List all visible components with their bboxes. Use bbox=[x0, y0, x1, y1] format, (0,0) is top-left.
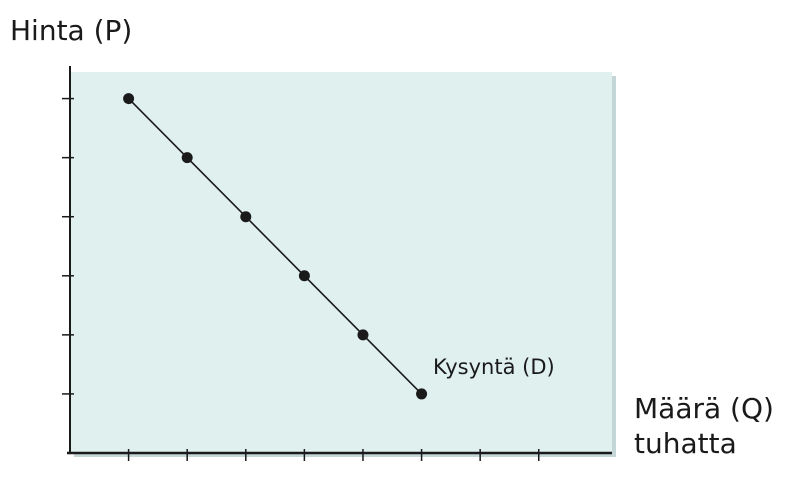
series-layer bbox=[123, 93, 428, 400]
axes bbox=[67, 66, 612, 455]
data-point-3 bbox=[240, 211, 252, 223]
y-axis-label: Hinta (P) bbox=[10, 14, 132, 47]
data-point-1 bbox=[123, 93, 135, 105]
x-axis-unit-label: tuhatta bbox=[634, 427, 737, 460]
data-point-2 bbox=[181, 152, 193, 164]
data-point-5 bbox=[357, 329, 369, 341]
plot-background bbox=[70, 72, 612, 453]
data-point-4 bbox=[298, 270, 310, 282]
data-point-6 bbox=[416, 388, 428, 400]
plot-area bbox=[70, 72, 616, 457]
x-axis-label: Määrä (Q) bbox=[634, 392, 774, 425]
demand-line bbox=[128, 98, 423, 395]
series-label: Kysyntä (D) bbox=[433, 355, 555, 379]
axis-ticks bbox=[62, 97, 540, 461]
